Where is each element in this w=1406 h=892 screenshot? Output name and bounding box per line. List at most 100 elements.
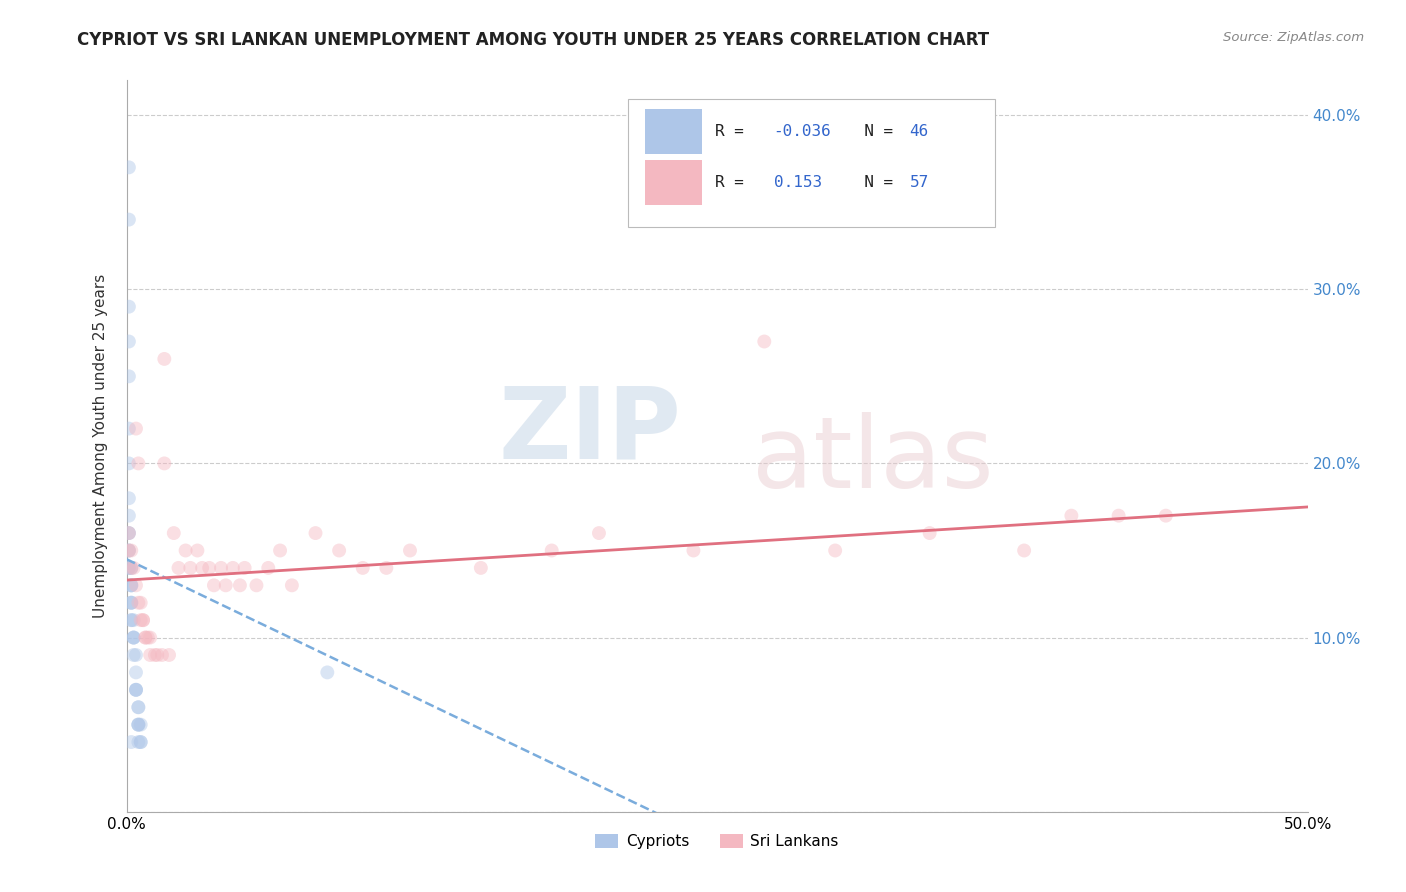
- Point: [754, 334, 776, 349]
- Text: ZIP: ZIP: [499, 383, 682, 480]
- Point: [682, 543, 704, 558]
- Point: [470, 561, 492, 575]
- Point: [120, 561, 142, 575]
- Text: Source: ZipAtlas.com: Source: ZipAtlas.com: [1223, 31, 1364, 45]
- Text: R =: R =: [714, 175, 754, 190]
- Text: 57: 57: [910, 175, 929, 190]
- Point: [120, 613, 142, 627]
- Point: [129, 613, 152, 627]
- Point: [122, 631, 145, 645]
- Point: [129, 735, 152, 749]
- Point: [352, 561, 374, 575]
- Point: [118, 543, 141, 558]
- Point: [122, 631, 145, 645]
- Text: R =: R =: [714, 124, 754, 139]
- Point: [129, 717, 152, 731]
- Point: [125, 421, 148, 435]
- Point: [118, 161, 141, 175]
- Point: [120, 578, 142, 592]
- Point: [118, 491, 141, 506]
- FancyBboxPatch shape: [645, 109, 702, 153]
- Point: [118, 526, 141, 541]
- Point: [316, 665, 339, 680]
- FancyBboxPatch shape: [645, 161, 702, 205]
- Point: [174, 543, 197, 558]
- Point: [163, 526, 186, 541]
- Point: [118, 508, 141, 523]
- Point: [132, 613, 155, 627]
- Point: [824, 543, 846, 558]
- Point: [257, 561, 280, 575]
- Point: [120, 561, 142, 575]
- Point: [129, 735, 152, 749]
- Point: [127, 700, 149, 714]
- Point: [118, 334, 141, 349]
- Point: [215, 578, 238, 592]
- Point: [269, 543, 291, 558]
- Text: atlas: atlas: [752, 412, 994, 509]
- Point: [122, 613, 145, 627]
- Point: [209, 561, 232, 575]
- Point: [540, 543, 562, 558]
- Point: [127, 717, 149, 731]
- FancyBboxPatch shape: [628, 99, 994, 227]
- Point: [127, 717, 149, 731]
- Text: 0.153: 0.153: [773, 175, 823, 190]
- Point: [122, 561, 145, 575]
- Y-axis label: Unemployment Among Youth under 25 years: Unemployment Among Youth under 25 years: [93, 274, 108, 618]
- Point: [136, 631, 159, 645]
- Point: [118, 561, 141, 575]
- Point: [139, 648, 162, 662]
- Point: [118, 421, 141, 435]
- Point: [125, 682, 148, 697]
- Point: [1154, 508, 1177, 523]
- Point: [120, 613, 142, 627]
- Point: [222, 561, 245, 575]
- Point: [588, 526, 610, 541]
- Point: [127, 717, 149, 731]
- Point: [1060, 508, 1083, 523]
- Point: [120, 561, 142, 575]
- Point: [304, 526, 326, 541]
- Point: [229, 578, 252, 592]
- Point: [132, 613, 155, 627]
- Point: [179, 561, 201, 575]
- Point: [375, 561, 398, 575]
- Point: [120, 543, 142, 558]
- Point: [328, 543, 350, 558]
- Point: [118, 300, 141, 314]
- Text: N =: N =: [845, 175, 903, 190]
- Point: [127, 596, 149, 610]
- Point: [129, 596, 152, 610]
- Point: [233, 561, 256, 575]
- Point: [118, 526, 141, 541]
- Point: [134, 631, 156, 645]
- Point: [399, 543, 422, 558]
- Point: [150, 648, 173, 662]
- Legend: Cypriots, Sri Lankans: Cypriots, Sri Lankans: [589, 828, 845, 855]
- Point: [120, 596, 142, 610]
- Text: N =: N =: [845, 124, 903, 139]
- Point: [918, 526, 941, 541]
- Point: [118, 543, 141, 558]
- Point: [118, 526, 141, 541]
- Point: [125, 682, 148, 697]
- Point: [134, 631, 156, 645]
- Point: [127, 735, 149, 749]
- Point: [122, 631, 145, 645]
- Point: [125, 682, 148, 697]
- Text: 46: 46: [910, 124, 929, 139]
- Point: [153, 351, 176, 366]
- Point: [157, 648, 180, 662]
- Point: [120, 735, 142, 749]
- Point: [281, 578, 304, 592]
- Point: [118, 543, 141, 558]
- Point: [153, 457, 176, 471]
- Point: [198, 561, 221, 575]
- Point: [120, 578, 142, 592]
- Point: [125, 665, 148, 680]
- Point: [186, 543, 208, 558]
- Point: [139, 631, 162, 645]
- Point: [143, 648, 166, 662]
- Point: [120, 596, 142, 610]
